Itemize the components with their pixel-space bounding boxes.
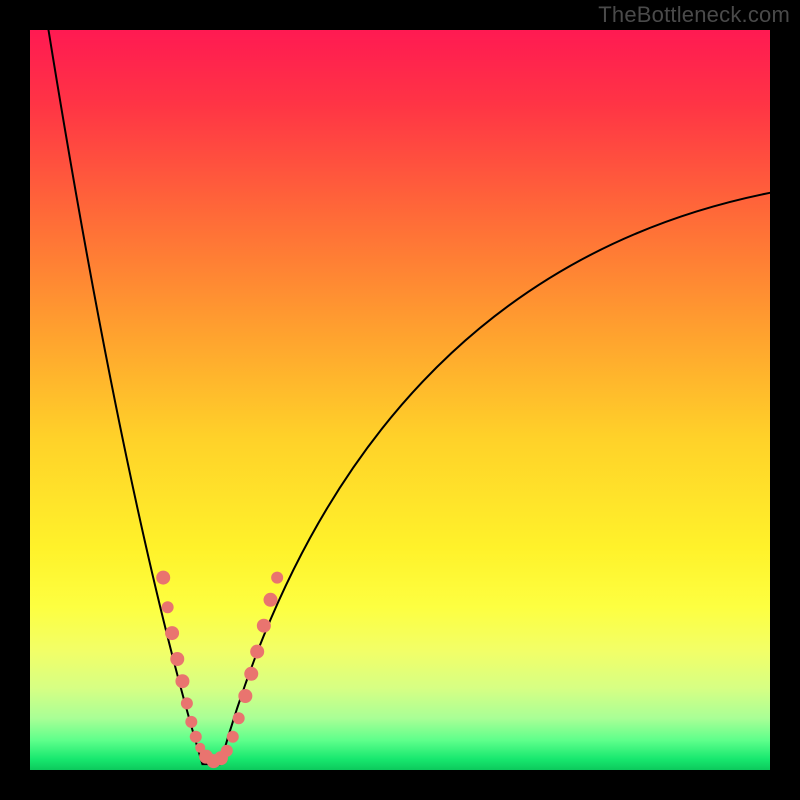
data-marker [170, 652, 184, 666]
data-marker [190, 731, 202, 743]
data-marker [175, 674, 189, 688]
data-marker [250, 645, 264, 659]
data-marker [244, 667, 258, 681]
data-marker [181, 697, 193, 709]
plot-svg [0, 0, 800, 800]
data-marker [264, 593, 278, 607]
data-marker [165, 626, 179, 640]
data-marker [162, 601, 174, 613]
data-marker [185, 716, 197, 728]
plot-background [30, 30, 770, 770]
data-marker [271, 572, 283, 584]
data-marker [233, 712, 245, 724]
watermark-text: TheBottleneck.com [598, 2, 790, 28]
data-marker [257, 619, 271, 633]
data-marker [156, 571, 170, 585]
data-marker [238, 689, 252, 703]
data-marker [227, 731, 239, 743]
chart-container: TheBottleneck.com [0, 0, 800, 800]
data-marker [221, 745, 233, 757]
